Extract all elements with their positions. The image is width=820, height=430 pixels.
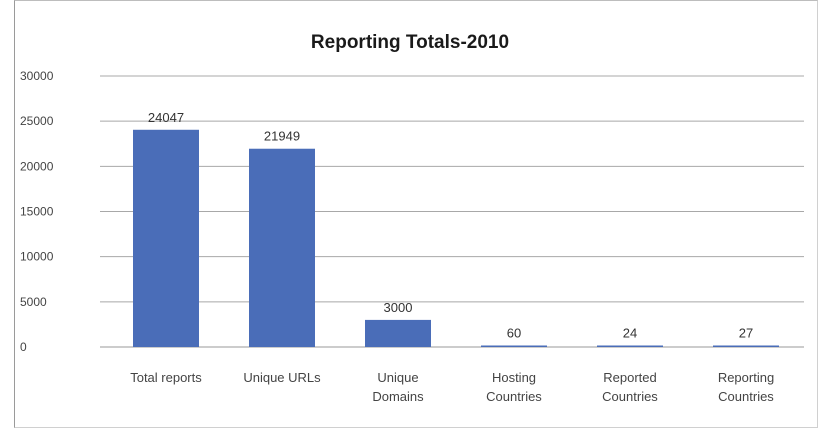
bar xyxy=(133,129,199,347)
y-tick-label: 5000 xyxy=(20,295,47,309)
bar xyxy=(481,345,547,347)
x-category-label: Total reports xyxy=(130,370,202,385)
data-label: 24047 xyxy=(148,110,184,125)
y-tick-label: 25000 xyxy=(20,114,54,128)
y-axis-ticks: 0 5000 10000 15000 20000 25000 30000 xyxy=(20,69,54,354)
x-category-label: Reporting xyxy=(718,370,774,385)
data-label: 3000 xyxy=(384,300,413,315)
gridlines xyxy=(100,75,804,348)
x-category-label: Unique URLs xyxy=(243,370,321,385)
x-category-label: Unique xyxy=(377,370,418,385)
data-labels: 24047 21949 3000 60 24 27 xyxy=(148,110,753,341)
x-category-label: Reported xyxy=(603,370,656,385)
x-category-label: Countries xyxy=(718,389,774,404)
chart-title: Reporting Totals-2010 xyxy=(311,32,509,53)
data-label: 60 xyxy=(507,326,521,341)
y-tick-label: 20000 xyxy=(20,159,54,173)
x-category-label: Countries xyxy=(486,389,542,404)
data-label: 27 xyxy=(739,326,753,341)
y-tick-label: 0 xyxy=(20,340,27,354)
x-axis-categories: Total reports Unique URLs Unique Domains Hos… xyxy=(130,370,774,404)
y-tick-label: 15000 xyxy=(20,205,54,219)
y-tick-label: 30000 xyxy=(20,69,54,83)
x-category-label: Hosting xyxy=(492,370,536,385)
bar xyxy=(249,148,315,347)
x-category-label: Countries xyxy=(602,389,658,404)
data-label: 21949 xyxy=(264,129,300,144)
y-tick-label: 10000 xyxy=(20,250,54,264)
x-category-label: Domains xyxy=(372,389,424,404)
bar xyxy=(713,345,779,347)
data-label: 24 xyxy=(623,326,637,341)
bar xyxy=(365,319,431,347)
chart-frame xyxy=(14,0,818,428)
bars xyxy=(133,129,779,347)
bar xyxy=(597,345,663,347)
